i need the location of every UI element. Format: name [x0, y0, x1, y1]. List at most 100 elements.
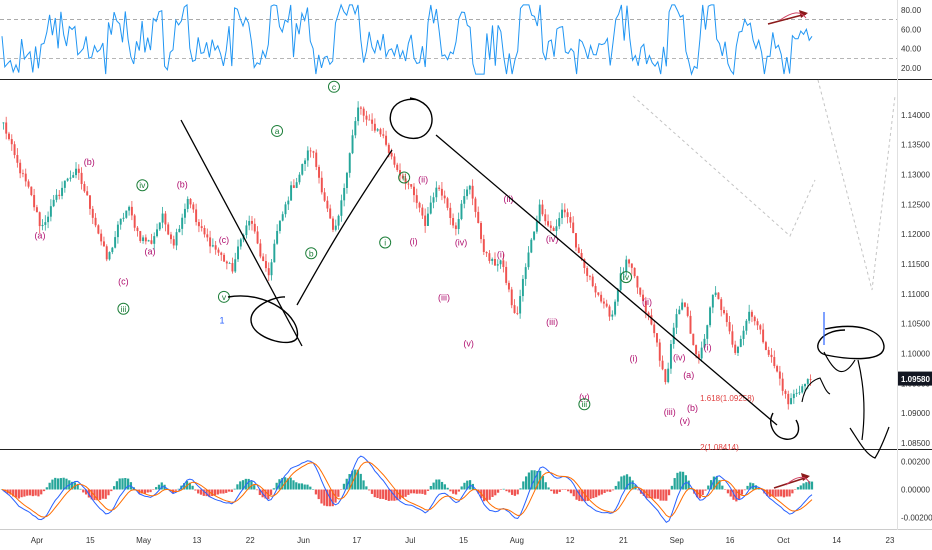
candle-body[interactable] [678, 309, 681, 315]
candle-body[interactable] [432, 197, 435, 203]
candle-body[interactable] [801, 386, 804, 393]
candle-body[interactable] [672, 327, 675, 345]
candle-body[interactable] [373, 123, 376, 131]
candle-body[interactable] [742, 330, 745, 339]
candle-body[interactable] [446, 198, 449, 208]
macd-divergence-arrow[interactable] [773, 473, 811, 489]
candle-body[interactable] [739, 338, 742, 347]
candle-body[interactable] [443, 195, 446, 199]
candle-body[interactable] [105, 246, 108, 260]
candle-body[interactable] [639, 287, 642, 295]
candle-body[interactable] [309, 150, 312, 152]
candle-body[interactable] [359, 107, 362, 109]
candle-body[interactable] [16, 155, 19, 163]
candle-body[interactable] [323, 192, 326, 201]
candle-body[interactable] [804, 383, 806, 387]
candle-body[interactable] [114, 237, 117, 248]
candle-body[interactable] [61, 187, 64, 196]
candle-body[interactable] [147, 240, 150, 242]
candle-body[interactable] [628, 259, 631, 264]
candle-body[interactable] [575, 233, 577, 248]
candle-body[interactable] [290, 185, 293, 201]
candle-body[interactable] [569, 217, 572, 223]
candle-body[interactable] [435, 187, 438, 198]
candle-body[interactable] [748, 311, 751, 321]
candle-body[interactable] [778, 371, 781, 379]
candle-body[interactable] [209, 237, 212, 247]
candle-body[interactable] [72, 175, 75, 178]
freehand-stroke-d[interactable] [801, 377, 831, 403]
candle-body[interactable] [762, 329, 765, 343]
candle-body[interactable] [8, 133, 10, 140]
candle-body[interactable] [225, 261, 228, 264]
macd-signal-line[interactable] [1, 461, 813, 518]
candle-body[interactable] [633, 267, 636, 277]
candle-body[interactable] [538, 204, 541, 222]
candle-body[interactable] [47, 216, 50, 223]
candle-body[interactable] [731, 331, 734, 345]
candle-body[interactable] [494, 259, 496, 266]
candle-body[interactable] [706, 325, 709, 339]
candle-body[interactable] [206, 234, 209, 238]
candle-body[interactable] [128, 206, 131, 211]
macd-panel[interactable] [0, 455, 814, 523]
candle-body[interactable] [66, 178, 69, 181]
candle-body[interactable] [181, 217, 184, 229]
candle-body[interactable] [566, 212, 569, 218]
candle-body[interactable] [139, 231, 142, 241]
candle-body[interactable] [172, 239, 175, 246]
candle-body[interactable] [231, 263, 234, 272]
candle-body[interactable] [703, 338, 706, 348]
candle-body[interactable] [454, 225, 457, 229]
candle-body[interactable] [460, 203, 463, 220]
candle-body[interactable] [223, 254, 226, 262]
candle-body[interactable] [725, 313, 728, 323]
candle-body[interactable] [440, 188, 443, 196]
candle-body[interactable] [102, 241, 105, 247]
rsi-line[interactable] [1, 3, 813, 76]
candle-body[interactable] [449, 207, 452, 219]
candle-body[interactable] [111, 247, 114, 253]
candle-body[interactable] [142, 237, 145, 241]
candle-body[interactable] [387, 144, 390, 153]
candle-body[interactable] [549, 225, 552, 228]
freehand-stroke-a[interactable] [823, 351, 856, 373]
candle-body[interactable] [192, 204, 195, 210]
candle-body[interactable] [541, 204, 544, 215]
candle-body[interactable] [669, 344, 672, 369]
candle-body[interactable] [482, 239, 485, 252]
candle-body[interactable] [10, 139, 13, 145]
candle-body[interactable] [728, 322, 731, 332]
candle-body[interactable] [119, 218, 122, 225]
candle-body[interactable] [125, 210, 128, 218]
candle-body[interactable] [438, 187, 441, 189]
candle-body[interactable] [13, 144, 16, 156]
candle-body[interactable] [717, 292, 720, 300]
candle-body[interactable] [256, 231, 259, 244]
candle-body[interactable] [19, 162, 22, 174]
candle-body[interactable] [83, 183, 86, 192]
candle-body[interactable] [611, 314, 614, 317]
candle-body[interactable] [306, 150, 309, 161]
candle-body[interactable] [505, 266, 508, 283]
candle-body[interactable] [248, 220, 251, 226]
candle-body[interactable] [530, 239, 533, 253]
candle-body[interactable] [773, 357, 776, 367]
candle-body[interactable] [656, 333, 658, 343]
candle-body[interactable] [340, 200, 343, 216]
candle-body[interactable] [535, 221, 538, 232]
candle-body[interactable] [468, 185, 471, 190]
candle-body[interactable] [345, 172, 348, 188]
candle-body[interactable] [776, 366, 779, 372]
candle-body[interactable] [371, 119, 374, 124]
candle-body[interactable] [410, 184, 413, 187]
candle-body[interactable] [379, 129, 382, 135]
candle-body[interactable] [502, 260, 505, 267]
candle-body[interactable] [27, 181, 30, 187]
candle-body[interactable] [664, 369, 667, 383]
candle-body[interactable] [150, 240, 153, 244]
candle-body[interactable] [253, 223, 256, 232]
candle-body[interactable] [555, 226, 558, 231]
candle-body[interactable] [156, 229, 158, 237]
candle-body[interactable] [792, 393, 795, 399]
